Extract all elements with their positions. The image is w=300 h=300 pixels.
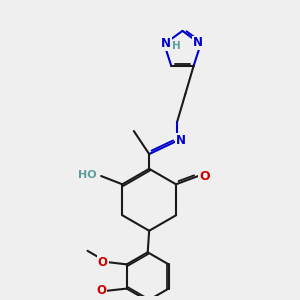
Text: O: O <box>98 256 108 268</box>
Text: O: O <box>96 284 106 297</box>
Text: N: N <box>193 37 203 50</box>
Text: N: N <box>176 134 186 147</box>
Text: N: N <box>161 37 171 50</box>
Text: O: O <box>199 169 210 182</box>
Text: HO: HO <box>78 170 97 181</box>
Text: H: H <box>172 40 181 51</box>
